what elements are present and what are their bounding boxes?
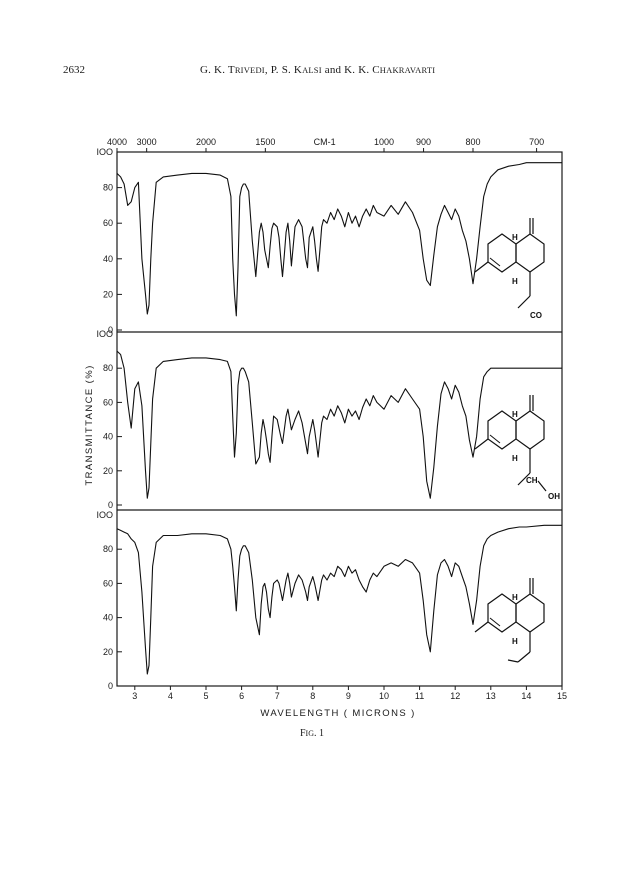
y-tick-label: 80 xyxy=(103,363,113,373)
authors-part: RIVEDI xyxy=(234,65,265,75)
chart-frame xyxy=(116,151,563,687)
authors-part: G. K. T xyxy=(200,64,235,76)
structure-label: CH xyxy=(526,476,538,485)
y-tick-label: 20 xyxy=(103,647,113,657)
y-tick-label: 80 xyxy=(103,183,113,193)
authors-part: , P. S. K xyxy=(264,64,303,76)
structure-label: OH xyxy=(548,492,560,501)
y-tick-label: 40 xyxy=(103,613,113,623)
y-tick-label: 80 xyxy=(103,544,113,554)
top-tick-label: 1500 xyxy=(255,137,275,147)
x-tick-label: 12 xyxy=(450,691,460,701)
y-tick-label: 60 xyxy=(103,578,113,588)
x-tick-label: 14 xyxy=(521,691,531,701)
y-tick-label: 0 xyxy=(108,681,113,691)
x-axis-label: WAVELENGTH ( MICRONS ) xyxy=(260,708,415,719)
plot-border xyxy=(116,151,563,687)
structure-2: H H CH OH xyxy=(474,395,560,501)
authors-part: HAKRAVARTI xyxy=(379,65,436,75)
figure-caption: FIG. 1 xyxy=(0,728,624,739)
page-number: 2632 xyxy=(63,64,85,76)
x-tick-label: 8 xyxy=(310,691,315,701)
x-tick-label: 13 xyxy=(486,691,496,701)
x-tick-label: 7 xyxy=(275,691,280,701)
top-tick-label: 2000 xyxy=(196,137,216,147)
y-tick-label: 0 xyxy=(108,500,113,510)
structure-1: H H CO xyxy=(474,218,545,320)
x-tick-label: 10 xyxy=(379,691,389,701)
y-tick-label: 40 xyxy=(103,254,113,264)
top-tick-label: 3000 xyxy=(137,137,157,147)
structure-label: CO xyxy=(530,311,542,320)
top-axis-label: CM-1 xyxy=(314,137,336,147)
y-tick-label: 40 xyxy=(103,432,113,442)
spectrum-line-1 xyxy=(116,162,562,317)
x-tick-label: 5 xyxy=(203,691,208,701)
x-tick-label: 6 xyxy=(239,691,244,701)
caption-part: . 1 xyxy=(314,728,324,739)
spectrum-traces xyxy=(116,162,562,675)
y-tick-label: IOO xyxy=(96,510,113,520)
structure-label: H xyxy=(512,410,518,419)
caption-part: IG xyxy=(305,729,314,738)
top-tick-label: 800 xyxy=(465,137,480,147)
y-tick-label: 60 xyxy=(103,218,113,228)
structure-label: H xyxy=(512,454,518,463)
top-tick-label: 700 xyxy=(529,137,544,147)
x-tick-label: 3 xyxy=(132,691,137,701)
caption-part: F xyxy=(299,728,306,739)
spectrum-line-3 xyxy=(116,524,562,675)
y-tick-label: IOO xyxy=(96,329,113,339)
authors-part: ALSI xyxy=(302,65,322,75)
x-tick-label: 15 xyxy=(557,691,567,701)
top-tick-label: 900 xyxy=(416,137,431,147)
x-tick-label: 4 xyxy=(168,691,173,701)
y-tick-label: 0 xyxy=(108,325,113,335)
y-tick-label: 20 xyxy=(103,289,113,299)
x-tick-label: 9 xyxy=(346,691,351,701)
structure-3: H H xyxy=(474,578,545,663)
structure-label: H xyxy=(512,593,518,602)
top-tick-label: 1000 xyxy=(374,137,394,147)
y-tick-label: 60 xyxy=(103,397,113,407)
running-head-authors: G. K. TRIVEDI, P. S. KALSI and K. K. CHA… xyxy=(200,64,435,76)
authors-part: and K. K. C xyxy=(321,64,380,76)
spectrum-line-2 xyxy=(116,350,562,499)
structure-label: H xyxy=(512,637,518,646)
y-tick-label: 20 xyxy=(103,466,113,476)
top-tick-label: 4000 xyxy=(107,137,127,147)
x-tick-label: 11 xyxy=(415,691,424,701)
y-axis-label: TRANSMITTANCE (%) xyxy=(84,364,95,485)
structure-label: H xyxy=(512,277,518,286)
y-tick-label: IOO xyxy=(96,147,113,157)
structure-label: H xyxy=(512,233,518,242)
